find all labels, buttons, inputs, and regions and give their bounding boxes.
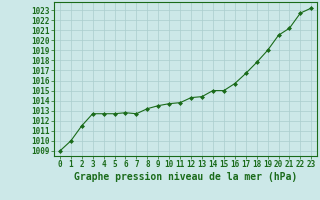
X-axis label: Graphe pression niveau de la mer (hPa): Graphe pression niveau de la mer (hPa) bbox=[74, 172, 297, 182]
